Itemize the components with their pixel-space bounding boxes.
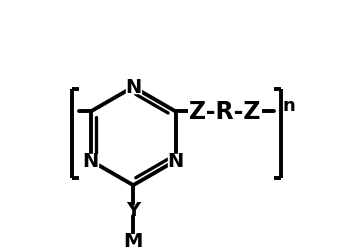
Text: Z-R-Z: Z-R-Z [189, 100, 261, 124]
Bar [168, 154, 183, 168]
Bar [83, 154, 98, 168]
Text: M: M [124, 231, 143, 250]
Bar [126, 81, 141, 94]
Text: N: N [83, 152, 99, 171]
Text: N: N [125, 78, 141, 97]
Text: Y: Y [126, 200, 140, 219]
Text: n: n [282, 97, 295, 115]
Text: N: N [168, 152, 184, 171]
